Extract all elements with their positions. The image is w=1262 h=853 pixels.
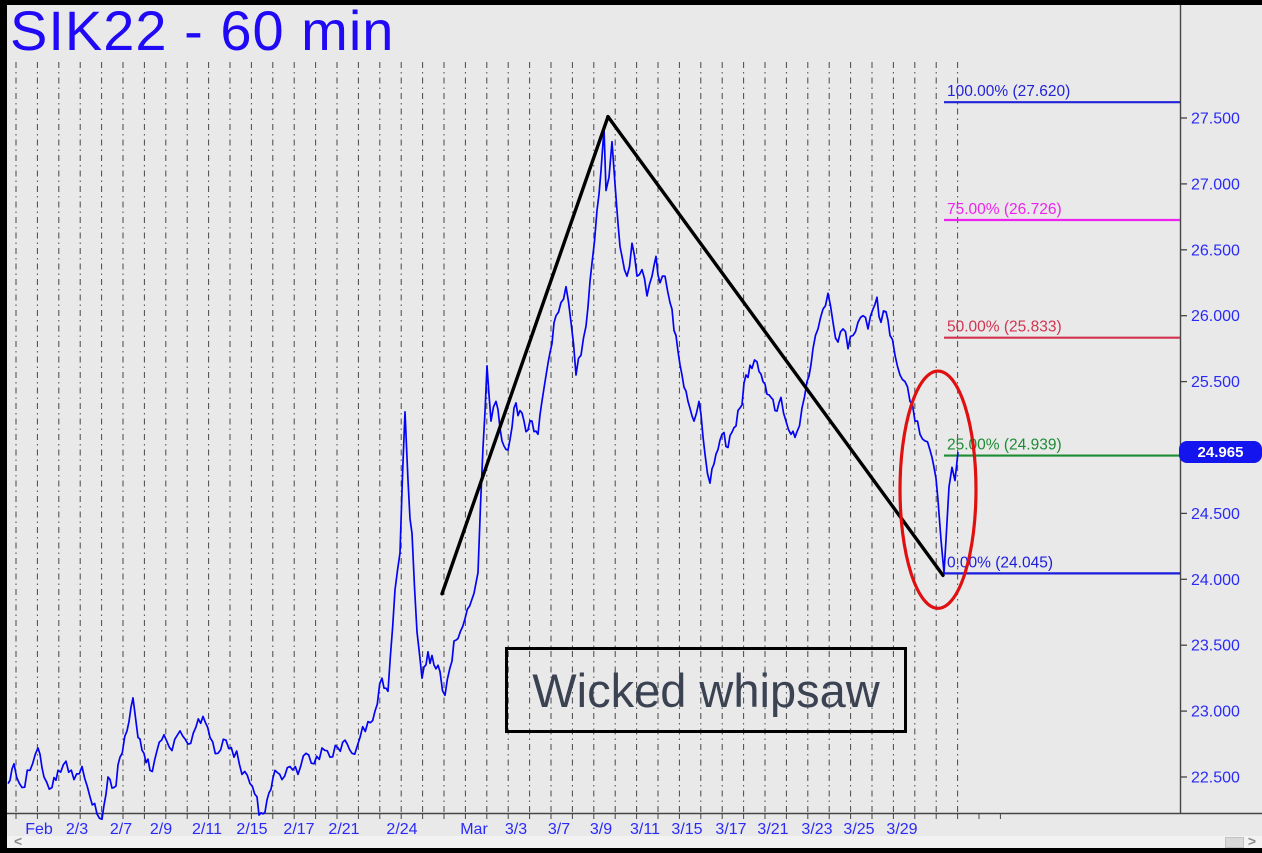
x-axis-label: 3/29 — [886, 821, 917, 838]
x-axis-label: 3/21 — [757, 821, 788, 838]
x-axis-label: 2/7 — [110, 821, 132, 838]
fib-label: 0.00% (24.045) — [947, 554, 1053, 571]
window-border-bottom — [0, 848, 1262, 853]
price-line — [7, 127, 959, 821]
x-axis-label: 2/24 — [386, 821, 417, 838]
x-axis-label: 3/17 — [715, 821, 746, 838]
y-axis-label: 22.500 — [1191, 770, 1240, 787]
y-axis-label: 24.500 — [1191, 506, 1240, 523]
y-axis-label: 23.500 — [1191, 638, 1240, 655]
window-border-top — [0, 0, 1262, 5]
x-axis-label: 3/15 — [671, 821, 702, 838]
y-axis-label: 23.000 — [1191, 704, 1240, 721]
fib-label: 75.00% (26.726) — [947, 201, 1062, 218]
x-axis-label: 2/17 — [283, 821, 314, 838]
y-axis-label: 27.500 — [1191, 111, 1240, 128]
y-axis-label: 24.000 — [1191, 572, 1240, 589]
y-axis-label: 26.000 — [1191, 308, 1240, 325]
window-border-left — [0, 0, 7, 853]
gridlines — [15, 62, 959, 812]
x-axis-label: 3/9 — [590, 821, 612, 838]
x-axis-label: 2/3 — [66, 821, 88, 838]
x-axis-label: 3/23 — [801, 821, 832, 838]
x-axis-ticks — [15, 813, 1001, 819]
x-axis-label: 3/3 — [505, 821, 527, 838]
last-price-badge: 24.965 — [1179, 441, 1262, 463]
trendline — [440, 114, 610, 596]
fib-label: 25.00% (24.939) — [947, 437, 1062, 454]
x-axis-label: 2/15 — [236, 821, 267, 838]
y-axis-label: 27.000 — [1191, 176, 1240, 193]
x-axis-label: 2/11 — [192, 821, 222, 838]
trendline — [606, 114, 945, 578]
fib-label: 100.00% (27.620) — [947, 83, 1070, 100]
y-axis-label: 25.500 — [1191, 374, 1240, 391]
x-axis-label: 2/9 — [150, 821, 172, 838]
x-axis-label: 3/7 — [548, 821, 570, 838]
x-axis-label: 3/11 — [630, 821, 660, 838]
ellipse-annotation — [898, 369, 978, 610]
annotation-box: Wicked whipsaw — [505, 647, 907, 733]
x-axis-label: Feb — [25, 821, 53, 838]
chart-title: SIK22 - 60 min — [10, 0, 395, 62]
scroll-thumb[interactable] — [1225, 837, 1244, 848]
last-price-value: 24.965 — [1197, 443, 1244, 461]
x-axis-label: Mar — [460, 821, 488, 838]
scroll-right-icon[interactable]: > — [1247, 833, 1256, 849]
x-axis-label: 3/25 — [843, 821, 874, 838]
scroll-left-icon[interactable]: < — [14, 833, 23, 849]
annotation-text: Wicked whipsaw — [532, 663, 880, 717]
fib-label: 50.00% (25.833) — [947, 319, 1062, 336]
y-axis-label: 26.500 — [1191, 242, 1240, 259]
x-axis-label: 2/21 — [328, 821, 359, 838]
horizontal-scrollbar[interactable]: < > — [7, 833, 1262, 849]
